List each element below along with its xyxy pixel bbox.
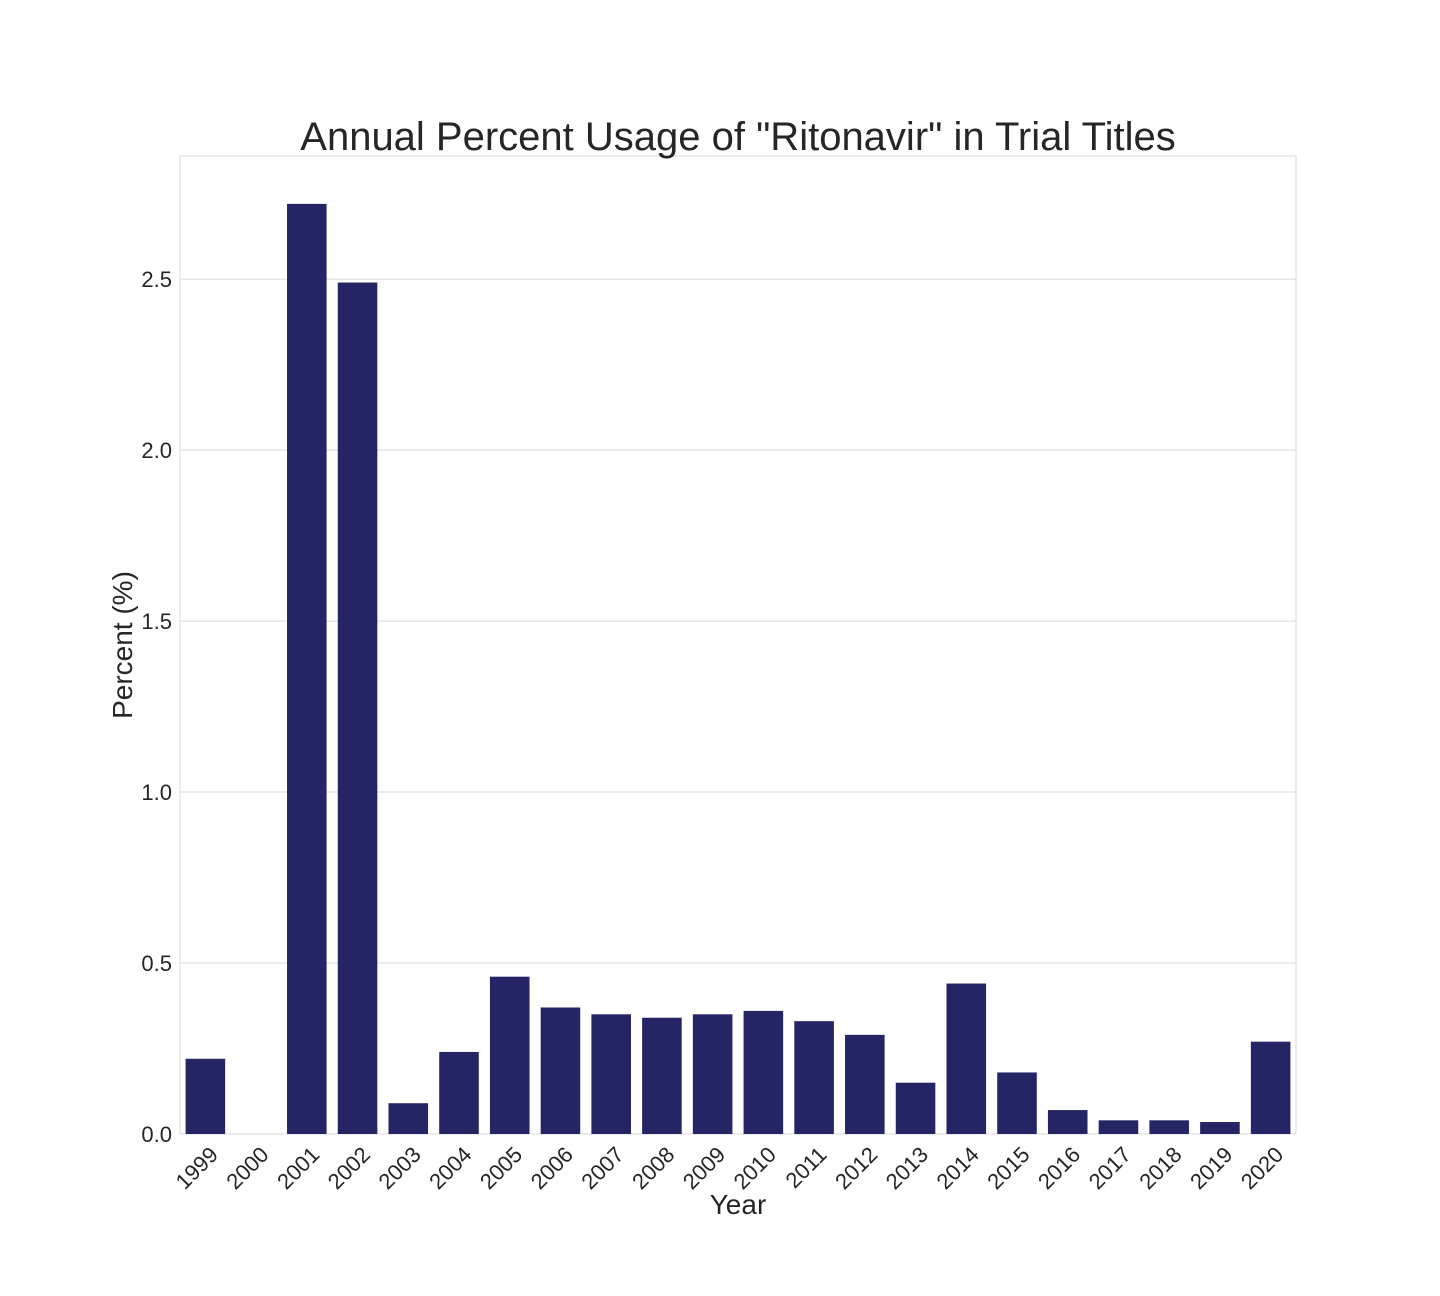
y-axis-ticks: 0.0 0.5 1.0 1.5 2.0 2.5 xyxy=(141,267,172,1147)
bar-2016 xyxy=(1047,1110,1088,1134)
x-tick-label: 2008 xyxy=(627,1142,679,1194)
bar-2006 xyxy=(540,1007,581,1134)
x-tick-label: 2018 xyxy=(1134,1142,1186,1194)
bars xyxy=(185,203,1291,1134)
bar-2008 xyxy=(642,1017,682,1134)
x-tick-label: 2002 xyxy=(323,1142,375,1194)
bar-2012 xyxy=(845,1034,885,1134)
x-tick-label: 2007 xyxy=(576,1142,628,1194)
x-tick-label: 2006 xyxy=(526,1142,578,1194)
y-tick-label: 0.0 xyxy=(141,1122,172,1147)
bar-2015 xyxy=(997,1072,1037,1134)
x-tick-label: 2020 xyxy=(1236,1142,1288,1194)
y-tick-label: 2.5 xyxy=(141,267,172,292)
bar-2020 xyxy=(1250,1041,1291,1134)
x-tick-label: 2012 xyxy=(830,1142,882,1194)
y-tick-label: 1.0 xyxy=(141,780,172,805)
x-tick-label: 2011 xyxy=(780,1142,831,1193)
bar-2001 xyxy=(287,203,327,1134)
bar-2014 xyxy=(946,983,987,1134)
bar-2013 xyxy=(895,1082,936,1134)
x-tick-label: 2013 xyxy=(881,1142,933,1194)
x-tick-label: 2016 xyxy=(1033,1142,1085,1194)
bar-2005 xyxy=(489,976,530,1134)
x-tick-label: 1999 xyxy=(171,1142,223,1194)
bar-2009 xyxy=(692,1014,733,1134)
chart-title: Annual Percent Usage of "Ritonavir" in T… xyxy=(300,115,1175,159)
bar-2011 xyxy=(794,1021,834,1134)
x-tick-label: 2003 xyxy=(374,1142,426,1194)
bar-1999 xyxy=(185,1058,226,1134)
y-axis-label: Percent (%) xyxy=(107,571,138,719)
bar-2003 xyxy=(388,1103,429,1134)
bar-2010 xyxy=(743,1010,784,1134)
bar-2018 xyxy=(1149,1120,1189,1134)
bar-2007 xyxy=(591,1014,631,1134)
bar-2002 xyxy=(337,282,378,1134)
y-tick-label: 2.0 xyxy=(141,438,172,463)
y-tick-label: 1.5 xyxy=(141,609,172,634)
x-tick-label: 2015 xyxy=(982,1142,1034,1194)
x-axis-label: Year xyxy=(710,1189,767,1220)
x-tick-label: 2009 xyxy=(678,1142,730,1194)
x-tick-label: 2017 xyxy=(1084,1142,1136,1194)
x-tick-label: 2019 xyxy=(1185,1142,1237,1194)
plot-frame xyxy=(179,155,1297,1135)
x-axis-ticks: 1999200020012002200320042005200620072008… xyxy=(171,1142,1289,1194)
x-tick-label: 2010 xyxy=(729,1142,781,1194)
x-tick-label: 2004 xyxy=(424,1142,476,1194)
bar-2004 xyxy=(439,1051,479,1134)
x-tick-label: 2014 xyxy=(932,1142,984,1194)
bar-2019 xyxy=(1200,1122,1240,1134)
bar-2017 xyxy=(1098,1120,1139,1134)
x-tick-label: 2005 xyxy=(475,1142,527,1194)
x-tick-label: 2001 xyxy=(272,1142,324,1194)
y-tick-label: 0.5 xyxy=(141,951,172,976)
x-tick-label: 2000 xyxy=(221,1142,273,1194)
